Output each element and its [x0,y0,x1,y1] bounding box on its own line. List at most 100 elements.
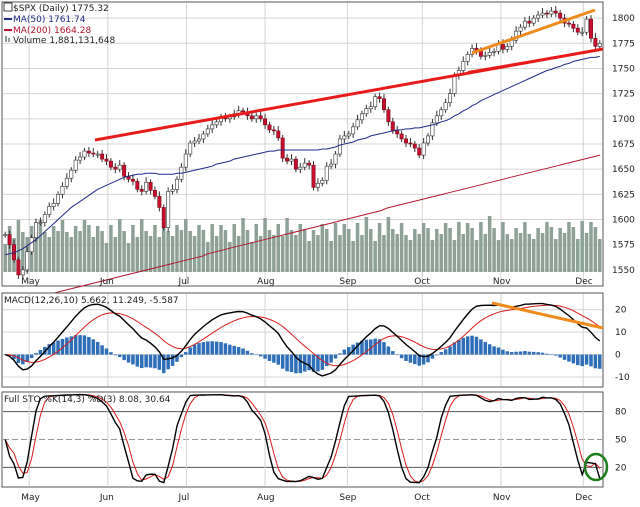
macd-hist-bar [16,354,21,364]
candle-body [434,115,439,124]
volume-bar [531,239,536,272]
volume-bar [382,235,386,272]
volume-bar [236,236,241,272]
price-x-tick-label: May [21,277,40,287]
macd-hist-bar [571,354,576,364]
candle-body [589,18,593,39]
volume-bar [527,234,532,272]
macd-hist-bar [241,348,245,355]
candle-body [487,52,492,56]
candle-body [373,96,378,108]
macd-hist-bar [342,349,347,355]
macd-hist-bar [210,341,214,355]
volume-bar [426,228,430,272]
candle-body [298,166,303,170]
sto-x-tick-label: Nov [493,493,511,503]
candle-body [113,166,118,170]
volume-bar [179,230,184,272]
trendline-channel-bottom [467,48,604,73]
volume-bar [65,232,69,272]
sto-x-axis: May Jun Jul Aug Sep Oct Nov Dec [21,493,593,503]
price-x-tick-label: Dec [575,277,592,287]
volume-bar [184,219,188,272]
ma50-legend-label: MA(50) 1761.74 [13,15,86,25]
candle-body [364,108,369,115]
sto-grid [3,393,602,486]
volume-bar [139,219,144,272]
macd-hist-bar [135,354,140,367]
macd-hist-bar [56,340,60,355]
candle-body [73,159,78,171]
volume-bar [43,232,47,272]
macd-hist-bar [280,354,285,369]
macd-hist-bar [188,347,192,355]
macd-hist-bar [104,348,109,355]
macd-hist-bar [232,345,236,355]
candle-body [86,150,91,154]
candle-body [104,158,109,162]
volume-legend-icon [5,36,7,42]
volume-bar [91,237,96,272]
volume-bar [413,229,417,272]
macd-histogram [3,335,602,374]
candle-body [267,124,272,131]
macd-hist-bar [527,351,532,355]
volume-bar [558,228,562,272]
price-title: $SPX (Daily) 1775.32 [13,4,109,14]
volume-legend-label: Volume 1,881,131,648 [13,36,115,46]
volume-bar [201,230,206,272]
trendline-top [471,8,596,55]
volume-bar [3,244,7,272]
macd-hist-bar [311,354,316,372]
sto-y-tick-label: 20 [615,463,627,473]
volume-bar [7,226,12,272]
macd-hist-bar [391,351,395,355]
candle-body [100,153,105,160]
candle-body [426,135,430,144]
volume-bar [360,235,364,272]
candle-body [390,121,395,132]
volume-bar [523,222,527,272]
macd-hist-bar [417,354,421,366]
macd-hist-bar [267,354,272,362]
price-y-tick-label: 1650 [612,165,635,175]
candle-body [320,179,325,184]
macd-hist-bar [496,347,501,355]
volume-bar [298,224,303,272]
volume-bar [69,237,74,272]
volume-bar [219,225,223,272]
macd-hist-bar [576,354,580,366]
sto-x-tick-label: Sep [339,493,356,503]
macd-hist-bar [324,354,329,367]
macd-y-axis: 20 10 0 -10 [615,306,630,383]
ma50-line [5,55,600,256]
candle-body [307,162,312,166]
volume-bar [245,230,250,272]
price-legend: $SPX (Daily) 1775.32 MA(50) 1761.74 MA(2… [3,2,115,46]
candle-body [575,27,580,33]
macd-hist-bar [483,342,488,355]
macd-hist-bar [38,349,43,355]
volume-bar [351,241,355,272]
macd-hist-bar [316,354,320,372]
candle-body [280,137,285,159]
volume-bar [505,234,510,272]
candle-body [254,115,259,120]
macd-hist-bar [430,354,435,359]
sto-x-tick-label: Dec [575,493,592,503]
volume-bar [34,238,38,272]
price-x-tick-label: Nov [493,277,511,287]
macd-hist-bar [285,354,289,372]
candle-body [170,189,175,192]
volume-bar [258,236,263,272]
macd-hist-bar [73,335,78,355]
price-x-axis: May Jun Jul Aug Sep Oct Nov Dec [21,277,593,287]
volume-bar [474,240,479,272]
candle-body [157,196,162,208]
price-y-tick-label: 1750 [612,64,635,74]
volume-bar [373,241,377,272]
sto-d-line [4,394,601,483]
macd-y-tick-label: -10 [615,373,630,383]
volume-bar [170,236,175,272]
macd-hist-bar [87,337,91,355]
